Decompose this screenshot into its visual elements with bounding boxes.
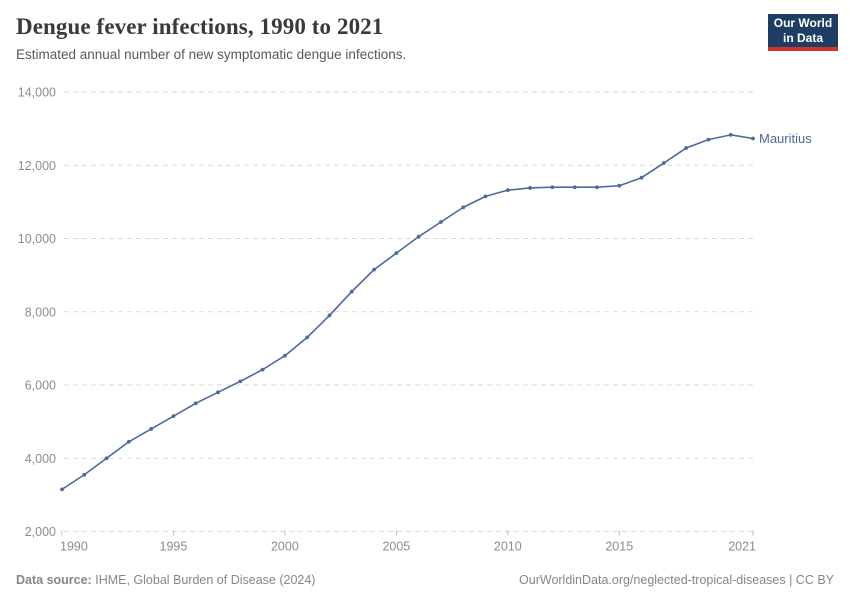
data-point[interactable] (439, 220, 443, 224)
x-tick-label: 2000 (271, 540, 299, 554)
entity-label[interactable]: Mauritius (759, 131, 812, 146)
x-tick-label: 2010 (494, 540, 522, 554)
data-point[interactable] (171, 414, 176, 419)
data-point[interactable] (639, 175, 644, 180)
data-point[interactable] (528, 186, 532, 190)
data-point[interactable] (595, 185, 599, 190)
owid-logo-line1: Our World (773, 16, 833, 30)
data-point[interactable] (394, 251, 399, 256)
y-tick-label: 12,000 (18, 159, 56, 173)
data-source-text: IHME, Global Burden of Disease (2024) (95, 573, 316, 587)
data-point[interactable] (505, 188, 510, 193)
data-point[interactable] (193, 401, 198, 406)
data-point[interactable] (728, 132, 733, 137)
data-point[interactable] (684, 146, 689, 150)
data-point[interactable] (126, 439, 131, 444)
data-point[interactable] (104, 456, 109, 461)
data-point[interactable] (305, 335, 310, 340)
chart-subtitle: Estimated annual number of new symptomat… (16, 47, 407, 62)
x-tick-label: 2005 (382, 540, 410, 554)
data-point[interactable] (283, 353, 287, 358)
y-tick-label: 8,000 (25, 305, 56, 319)
data-point[interactable] (327, 313, 332, 318)
y-tick-label: 4,000 (25, 452, 56, 466)
data-point[interactable] (550, 185, 555, 190)
data-point[interactable] (751, 136, 755, 141)
data-point[interactable] (572, 185, 577, 190)
y-tick-label: 10,000 (18, 232, 56, 246)
data-point[interactable] (661, 161, 666, 165)
data-point[interactable] (461, 205, 466, 210)
data-point[interactable] (416, 234, 421, 239)
y-tick-label: 2,000 (25, 525, 56, 539)
data-point[interactable] (238, 379, 243, 384)
data-point[interactable] (60, 487, 64, 492)
data-point[interactable] (372, 267, 376, 272)
data-point[interactable] (617, 183, 622, 188)
credit-link[interactable]: OurWorldinData.org/neglected-tropical-di… (519, 573, 834, 587)
owid-logo[interactable]: Our World in Data (768, 14, 838, 51)
y-tick-label: 6,000 (25, 379, 56, 393)
x-tick-label: 2021 (728, 540, 756, 554)
y-tick-label: 14,000 (18, 86, 56, 100)
data-point[interactable] (349, 289, 354, 294)
data-source-label: Data source: (16, 573, 92, 587)
data-point[interactable] (260, 367, 265, 372)
data-point[interactable] (483, 194, 488, 199)
x-tick-label: 2015 (605, 540, 633, 554)
chart-title: Dengue fever infections, 1990 to 2021 (16, 14, 384, 39)
chart-line[interactable] (61, 134, 754, 491)
owid-logo-line2: in Data (782, 31, 823, 46)
data-point[interactable] (216, 390, 220, 395)
x-tick-label: 1995 (160, 540, 188, 554)
data-point[interactable] (82, 472, 87, 477)
x-tick-label: 1990 (60, 540, 88, 554)
data-point[interactable] (149, 427, 154, 431)
data-source-note: Data source: IHME, Global Burden of Dise… (16, 573, 315, 587)
data-point[interactable] (706, 137, 711, 142)
